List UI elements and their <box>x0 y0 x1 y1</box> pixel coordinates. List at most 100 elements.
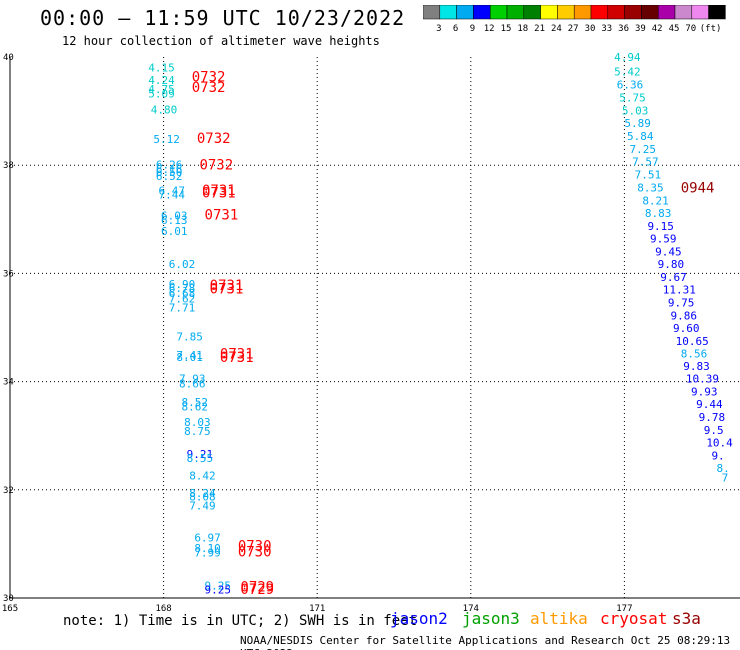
wave-height-label: 5.75 <box>619 91 646 104</box>
legend-label: 18 <box>517 24 528 34</box>
wave-height-label: 9.21 <box>187 448 214 461</box>
color-legend: 3 6 9 12 15 18 21 24 27 30 33 36 39 42 45 70 (ft) <box>423 5 726 34</box>
wave-height-label: 9.80 <box>658 258 685 271</box>
satellite-altika: altika <box>530 609 588 628</box>
credit-line: NOAA/NESDIS Center for Satellite Applica… <box>240 634 731 650</box>
lat-tick-label: 30 <box>3 594 14 604</box>
wave-height-label: 6.03 <box>161 209 188 222</box>
wave-height-label: 8.08 <box>189 491 216 504</box>
wave-height-label: 6.01 <box>161 225 188 238</box>
wave-height-label: 8.66 <box>179 378 206 391</box>
wave-height-label: 6.78 <box>169 282 196 295</box>
wave-height-label: 5.84 <box>627 130 654 143</box>
wave-height-label: 9.25 <box>205 579 232 592</box>
wave-height-label: 9.75 <box>668 296 695 309</box>
wave-height-label: 7 <box>722 472 729 485</box>
wave-height-label: 9.86 <box>670 309 697 322</box>
wave-height-label: 7.41 <box>176 349 203 362</box>
lon-tick-label: 165 <box>2 604 18 614</box>
wave-height-label: 9.67 <box>660 271 687 284</box>
satellite-jason2: jason2 <box>390 609 448 628</box>
wave-height-label: 7.71 <box>169 301 196 314</box>
wave-height-label: 4.15 <box>148 62 175 75</box>
pass-time-label: 0731 <box>210 281 244 297</box>
satellite-cryosat: cryosat <box>600 609 668 628</box>
lon-tick-label: 174 <box>463 604 479 614</box>
wave-height-label: 7.44 <box>158 189 185 202</box>
pass-time-label: 0731 <box>205 207 239 223</box>
wave-height-label: 4.75 <box>148 83 175 96</box>
lon-tick-label: 177 <box>616 604 632 614</box>
wave-height-label: 7.49 <box>189 499 216 512</box>
wave-height-label: 9.25 <box>205 584 232 597</box>
wave-height-label: 6.13 <box>161 214 188 227</box>
legend-label: 3 <box>436 24 441 34</box>
legend-label: 36 <box>618 24 629 34</box>
footer-note: note: 1) Time is in UTC; 2) SWH is in fe… <box>63 613 418 629</box>
legend-label: 9 <box>470 24 475 34</box>
pass-time-label: 0731 <box>202 186 236 202</box>
wave-height-label: 6.47 <box>158 184 185 197</box>
wave-height-label: 9.93 <box>691 386 718 399</box>
pass-time-label: 0729 <box>240 580 274 596</box>
pass-time-label: 0944 <box>681 180 715 196</box>
pass-time-label: 0732 <box>199 158 233 174</box>
legend-swatch <box>708 5 726 20</box>
wave-height-label: 6.26 <box>156 158 183 171</box>
wave-height-label: 8.10 <box>194 542 221 555</box>
pass-time-label: 0731 <box>220 346 254 362</box>
wave-height-label: 4.24 <box>148 74 175 87</box>
lat-tick-label: 40 <box>3 53 14 63</box>
wave-height-label: 9.15 <box>647 220 674 233</box>
wave-height-label: 8.24 <box>189 487 216 500</box>
legend-label: 30 <box>585 24 596 34</box>
pass-time-label: 0731 <box>210 278 244 294</box>
legend-label: 33 <box>601 24 612 34</box>
pass-time-label: 0730 <box>238 544 272 560</box>
legend-label: 21 <box>534 24 545 34</box>
legend-label: 6 <box>453 24 458 34</box>
wave-height-label: 4.94 <box>614 51 641 64</box>
wave-height-label: 9. <box>711 450 724 463</box>
wave-height-label: 7.25 <box>630 143 657 156</box>
pass-time-label: 0732 <box>192 69 226 85</box>
wave-height-label: 6.68 <box>169 287 196 300</box>
wave-height-label: 8.52 <box>182 396 209 409</box>
wave-height-label: 9.5 <box>704 424 724 437</box>
wave-height-label: 5.42 <box>614 65 641 78</box>
lat-tick-label: 38 <box>3 161 14 171</box>
legend-label: 70 <box>685 24 696 34</box>
wave-height-label: 8.83 <box>645 207 672 220</box>
lat-tick-label: 36 <box>3 269 14 279</box>
pass-time-label: 0729 <box>240 582 274 598</box>
pass-time-label: 0732 <box>192 80 226 96</box>
pass-time-label: 0730 <box>238 538 272 554</box>
wave-height-label: 9.83 <box>683 360 710 373</box>
legend-label: 24 <box>551 24 562 34</box>
lon-tick-label: 168 <box>155 604 171 614</box>
legend-label: 27 <box>568 24 579 34</box>
legend-label: 45 <box>669 24 680 34</box>
wave-height-label: 10.4 <box>706 437 733 450</box>
wave-height-label: 6.97 <box>194 532 221 545</box>
wave-height-label: 10.65 <box>676 335 709 348</box>
legend-label: 12 <box>484 24 495 34</box>
wave-height-label: 8.62 <box>182 400 209 413</box>
legend-label: 42 <box>652 24 663 34</box>
wave-height-label: 8.03 <box>184 416 211 429</box>
wave-height-label: 10.39 <box>686 373 719 386</box>
pass-time-label: 0731 <box>220 350 254 366</box>
wave-height-label: 11.31 <box>663 283 696 296</box>
satellite-s3a: s3a <box>672 609 701 628</box>
wave-height-label: 9.45 <box>655 246 682 259</box>
wave-height-label: 7.93 <box>179 373 206 386</box>
satellite-jason3: jason3 <box>462 609 520 628</box>
legend-label: 39 <box>635 24 646 34</box>
wave-height-label: 9.59 <box>650 233 677 246</box>
legend-label: (ft) <box>700 24 722 34</box>
wave-height-label: 6.16 <box>156 163 183 176</box>
wave-height-label: 8.21 <box>642 195 669 208</box>
wave-height-label: 9.60 <box>673 322 700 335</box>
